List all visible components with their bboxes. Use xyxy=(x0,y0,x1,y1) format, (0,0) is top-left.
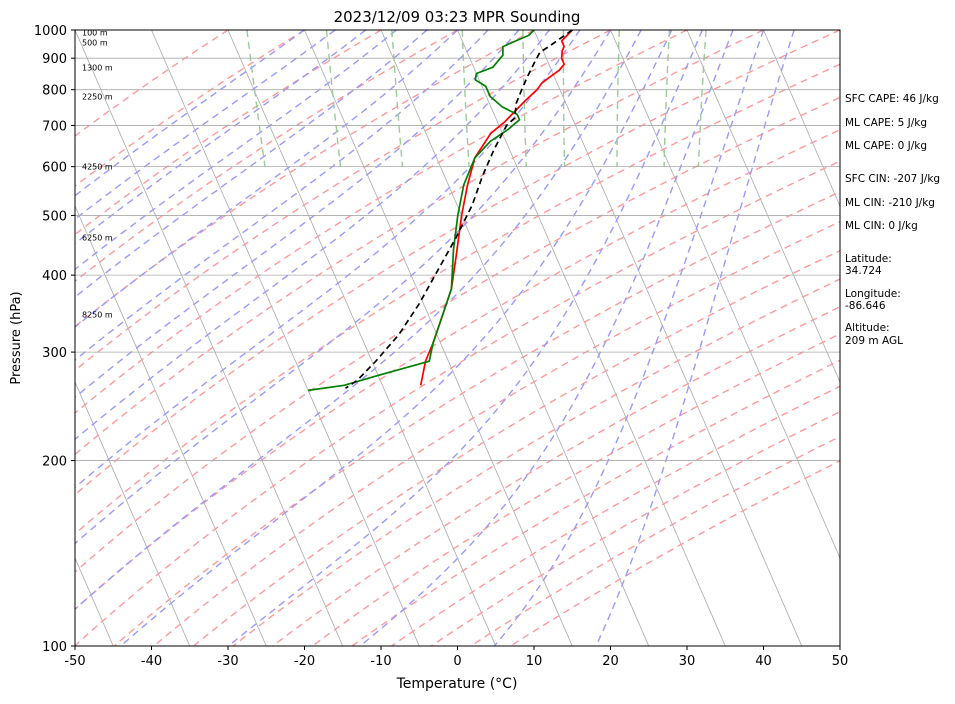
dry-adiabat-line xyxy=(0,30,840,646)
y-tick-label: 900 xyxy=(42,52,67,67)
x-tick-label: -40 xyxy=(141,654,162,669)
x-tick-label: 30 xyxy=(679,654,696,669)
y-tick-label: 200 xyxy=(42,455,67,470)
height-label: 6250 m xyxy=(82,234,113,243)
isotherm-line xyxy=(534,30,802,646)
x-tick-label: -30 xyxy=(217,654,238,669)
isotherm-line xyxy=(0,30,190,646)
chart-title: 2023/12/09 03:23 MPR Sounding xyxy=(334,8,581,26)
moist-adiabat-line xyxy=(0,30,610,646)
moist-adiabat-line xyxy=(0,30,580,646)
dry-adiabat-line xyxy=(0,30,916,646)
annotation-text: ML CIN: 0 J/kg xyxy=(845,220,918,232)
isotherm-line xyxy=(458,30,726,646)
mixing-ratio-line xyxy=(247,30,265,167)
annotation-text: ML CAPE: 0 J/kg xyxy=(845,140,927,152)
height-label: 4250 m xyxy=(82,163,113,172)
x-axis-ticks: -50 -40 -30 -20 -10 0 10 20 30 40 50 xyxy=(64,646,848,669)
x-tick-label: 40 xyxy=(755,654,772,669)
y-tick-label: 600 xyxy=(42,161,67,176)
plot-frame xyxy=(75,30,840,646)
x-tick-label: 10 xyxy=(526,654,543,669)
moist-adiabat-line xyxy=(360,30,733,646)
y-axis-label: Pressure (hPa) xyxy=(9,291,24,384)
moist-adiabat-line xyxy=(0,30,549,646)
height-label: 100 m xyxy=(82,29,108,38)
annotation-text: Longitude: xyxy=(845,288,901,300)
annotation-text: SFC CIN: -207 J/kg xyxy=(845,173,940,185)
x-tick-label: 50 xyxy=(832,654,849,669)
annotation-text: -86.646 xyxy=(845,300,886,312)
isotherm-line xyxy=(611,30,879,646)
x-tick-label: -10 xyxy=(370,654,391,669)
mixing-ratio-line xyxy=(392,30,403,167)
pressure-grid xyxy=(75,30,840,646)
dry-adiabat-line xyxy=(0,30,955,646)
x-tick-label: -50 xyxy=(64,654,85,669)
isotherm-line xyxy=(305,30,573,646)
annotation-text: 34.724 xyxy=(845,265,882,277)
x-tick-label: 0 xyxy=(453,654,461,669)
dry-adiabat-line xyxy=(0,30,610,646)
annotation-text: ML CIN: -210 J/kg xyxy=(845,197,935,209)
y-tick-label: 800 xyxy=(42,84,67,99)
dry-adiabat-line xyxy=(0,30,228,646)
dry-adiabat-line xyxy=(0,30,534,646)
annotation-text: 209 m AGL xyxy=(845,335,903,347)
annotation-text: SFC CAPE: 46 J/kg xyxy=(845,93,939,105)
sounding-profiles xyxy=(308,30,572,390)
isotherm-line xyxy=(152,30,420,646)
mixing-ratio-line xyxy=(664,30,669,167)
isotherm-line xyxy=(381,30,649,646)
y-tick-label: 400 xyxy=(42,269,67,284)
mixing-ratio-line xyxy=(699,30,707,167)
mixing-ratio-line xyxy=(617,30,619,167)
height-label: 8250 m xyxy=(82,311,113,320)
y-tick-label: 700 xyxy=(42,119,67,134)
y-tick-label: 300 xyxy=(42,346,67,361)
annotation-text: ML CAPE: 5 J/kg xyxy=(845,117,927,129)
isotherm-line xyxy=(228,30,496,646)
y-axis-ticks: 1000 900 800 700 600 500 400 300 200 100 xyxy=(34,24,75,655)
height-label: 1300 m xyxy=(82,63,113,72)
y-tick-label: 500 xyxy=(42,209,67,224)
height-label: 2250 m xyxy=(82,92,113,101)
sounding-annotations: SFC CAPE: 46 J/kg ML CAPE: 5 J/kg ML CAPE:… xyxy=(845,93,940,347)
dry-adiabat-line xyxy=(154,30,955,646)
sounding-line-2 xyxy=(308,30,534,390)
moist-adiabat-line xyxy=(228,30,702,646)
y-tick-label: 100 xyxy=(42,640,67,655)
background-lines xyxy=(0,30,955,646)
sounding-line-1 xyxy=(421,30,573,385)
height-label: 500 m xyxy=(82,38,108,47)
mixing-ratio-line xyxy=(327,30,341,167)
x-axis-label: Temperature (°C) xyxy=(396,676,518,692)
mixing-ratio-line xyxy=(523,30,526,167)
moist-adiabat-line xyxy=(596,30,794,646)
moist-adiabat-line xyxy=(0,30,488,646)
x-tick-label: -20 xyxy=(294,654,315,669)
annotation-text: Altitude: xyxy=(845,322,890,334)
y-tick-label: 1000 xyxy=(34,24,67,39)
x-tick-label: 20 xyxy=(602,654,619,669)
dry-adiabat-line xyxy=(0,30,764,646)
annotation-text: Latitude: xyxy=(845,253,892,265)
